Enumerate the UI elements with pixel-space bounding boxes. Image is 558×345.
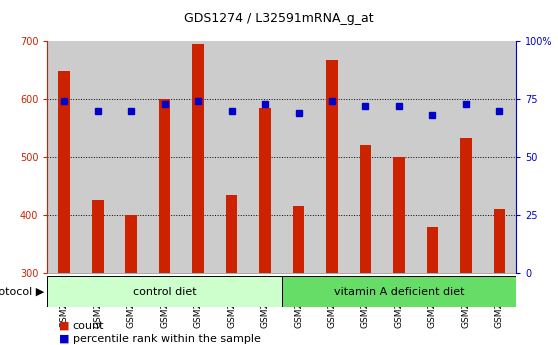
Bar [259,108,271,273]
Bar [92,200,104,273]
Bar [382,41,416,273]
Text: protocol ▶: protocol ▶ [0,287,45,296]
Bar [326,60,338,273]
Bar [349,41,382,273]
Bar [493,209,505,273]
Bar [449,41,483,273]
Bar [393,157,405,273]
Text: control diet: control diet [133,287,196,296]
Bar [181,41,215,273]
Bar [81,41,114,273]
Bar [315,41,349,273]
Bar [215,41,248,273]
Bar [114,41,148,273]
Bar [282,276,516,307]
Bar [416,41,449,273]
Text: vitamin A deficient diet: vitamin A deficient diet [334,287,464,296]
Bar [47,276,282,307]
Text: GDS1274 / L32591mRNA_g_at: GDS1274 / L32591mRNA_g_at [184,12,374,25]
Bar [282,41,315,273]
Bar [225,195,238,273]
Text: ■: ■ [59,334,73,344]
Bar [148,41,181,273]
Bar [192,44,204,273]
Text: count: count [73,321,104,331]
Bar [292,206,304,273]
Bar [58,71,70,273]
Text: ■: ■ [59,321,73,331]
Bar [47,41,81,273]
Bar [460,138,472,273]
Text: percentile rank within the sample: percentile rank within the sample [73,334,261,344]
Bar [125,215,137,273]
Bar [426,227,438,273]
Bar [359,145,371,273]
Bar [483,41,516,273]
Bar [248,41,282,273]
Bar [159,99,171,273]
